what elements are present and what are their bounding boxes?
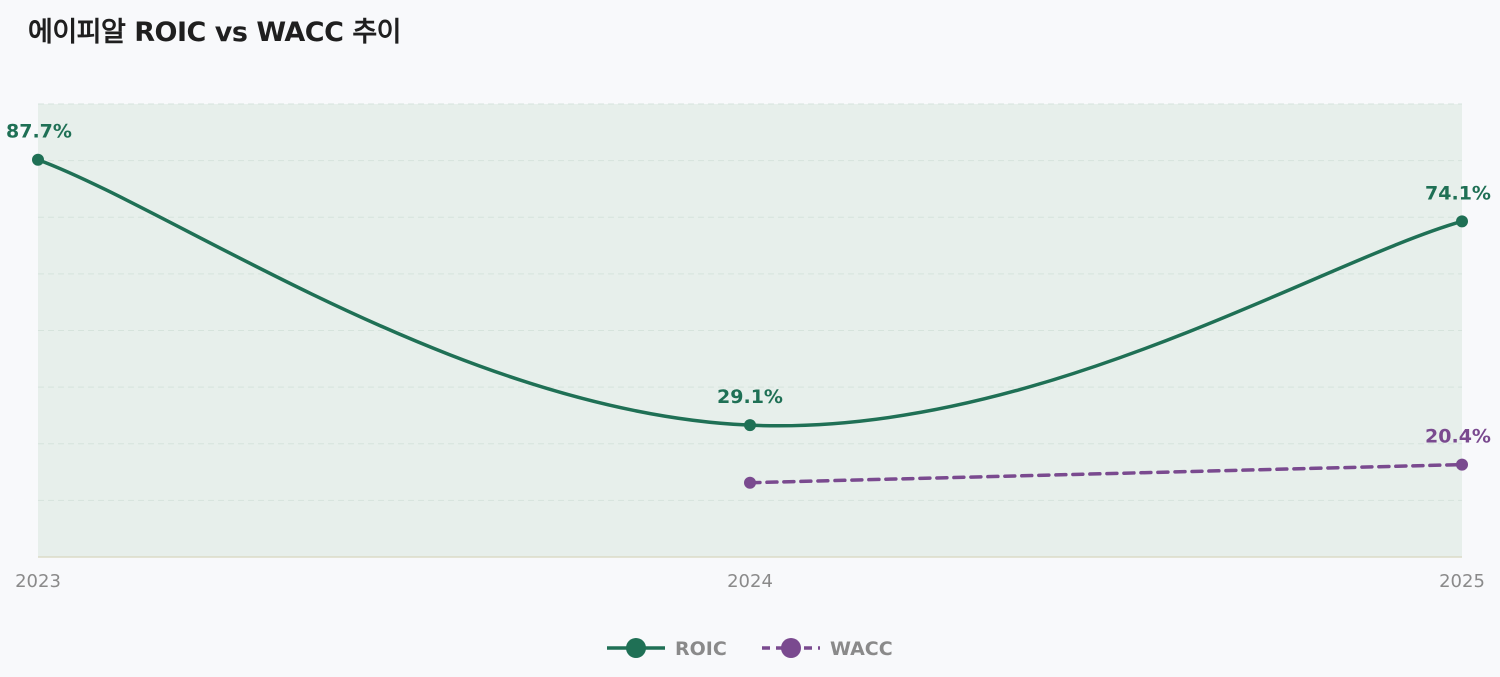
- grid: [38, 103, 1462, 501]
- chart-title: 에이피알 ROIC vs WACC 추이: [28, 17, 402, 48]
- series-roic: 87.7% 29.1% 74.1%: [6, 121, 1491, 432]
- x-tick-label: 2023: [15, 571, 61, 592]
- series-line-wacc: [748, 462, 1464, 485]
- data-point[interactable]: [1456, 458, 1468, 471]
- legend-marker: [781, 638, 801, 658]
- data-label: 87.7%: [6, 121, 72, 143]
- legend-marker: [626, 638, 646, 658]
- legend-item-wacc[interactable]: WACC: [762, 638, 893, 660]
- legend-label: WACC: [830, 638, 893, 660]
- series: 87.7% 29.1% 74.1% 20.4%: [6, 121, 1491, 489]
- data-label: 74.1%: [1425, 182, 1491, 204]
- data-label: 29.1%: [717, 386, 783, 408]
- x-tick-label: 2025: [1439, 571, 1485, 592]
- data-point[interactable]: [1456, 215, 1468, 228]
- legend: ROIC WACC: [607, 638, 893, 660]
- data-point[interactable]: [744, 476, 756, 489]
- data-point[interactable]: [32, 153, 44, 166]
- legend-label: ROIC: [675, 638, 727, 660]
- legend-item-roic[interactable]: ROIC: [607, 638, 727, 660]
- series-wacc: 20.4%: [744, 426, 1491, 489]
- data-label: 20.4%: [1425, 426, 1491, 448]
- x-tick-label: 2024: [727, 571, 773, 592]
- data-point[interactable]: [744, 419, 756, 432]
- x-axis: 2023 2024 2025: [15, 571, 1485, 592]
